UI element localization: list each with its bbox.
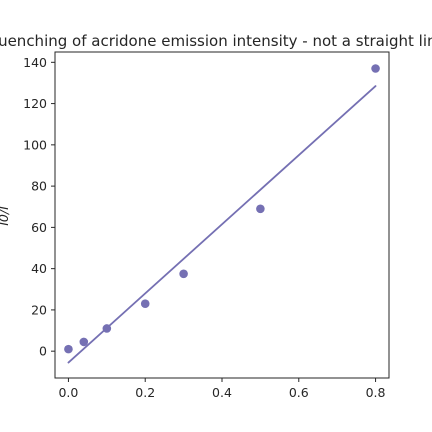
x-tick-label: 0.6 [289, 385, 309, 400]
fit-line [67, 85, 377, 364]
x-tick-label: 0.8 [366, 385, 386, 400]
axes: 0.0 0.2 0.4 0.6 0.8 0 20 40 60 80 100 120 140 [23, 51, 390, 400]
data-point [64, 344, 73, 354]
y-tick-label: 100 [23, 137, 47, 152]
y-tick-label: 60 [31, 220, 47, 235]
y-tick-label: 20 [31, 302, 47, 317]
data-point [179, 269, 188, 279]
x-tick-label: 0.4 [212, 385, 232, 400]
y-tick-label: 40 [31, 261, 47, 276]
y-tick-label: 120 [23, 96, 47, 111]
y-axis-label: I0/I [0, 206, 11, 226]
x-tick-label: 0.0 [58, 385, 78, 400]
data-marks [64, 64, 380, 364]
y-tick-label: 140 [23, 55, 47, 70]
data-point [256, 204, 265, 214]
data-point [371, 64, 380, 73]
data-point [140, 299, 150, 309]
chart-title: Quenching of acridone emission intensity… [0, 32, 432, 50]
x-tick-label: 0.2 [135, 385, 155, 400]
data-point [79, 337, 89, 347]
y-tick-label: 80 [31, 179, 47, 194]
y-tick-label: 0 [39, 344, 47, 359]
